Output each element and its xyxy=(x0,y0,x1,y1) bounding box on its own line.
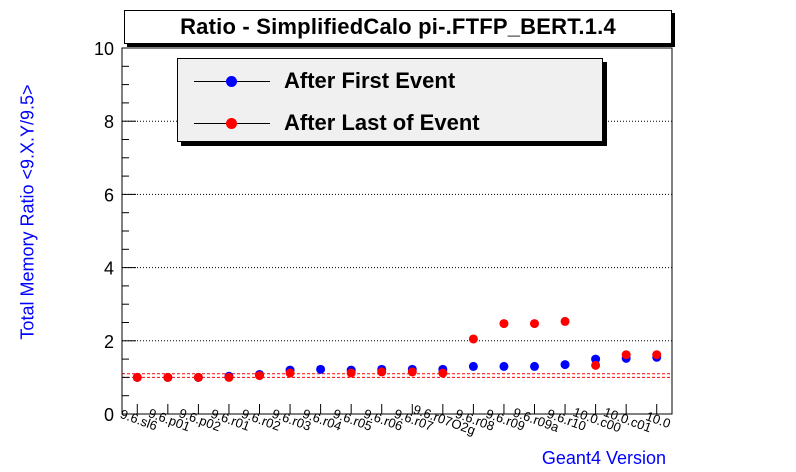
data-point-first-event xyxy=(499,361,509,371)
legend-label: After Last of Event xyxy=(284,110,480,135)
data-point-last-event xyxy=(285,368,295,378)
data-point-last-event xyxy=(530,319,539,329)
y-tick-label: 10 xyxy=(94,39,114,59)
y-tick-label: 0 xyxy=(104,405,114,425)
data-point-first-event xyxy=(316,364,326,374)
data-point-last-event xyxy=(591,360,601,370)
data-point-last-event xyxy=(193,372,203,382)
y-tick-label: 2 xyxy=(104,332,114,352)
data-point-last-event xyxy=(468,334,478,344)
data-point-last-event xyxy=(377,367,387,377)
legend-label: After First Event xyxy=(284,68,456,93)
data-point-last-event xyxy=(163,372,173,382)
data-point-first-event xyxy=(530,361,539,371)
data-point-first-event xyxy=(560,360,570,370)
y-tick-label: 4 xyxy=(104,259,114,279)
chart-title: Ratio - SimplifiedCalo pi-.FTFP_BERT.1.4 xyxy=(180,14,616,39)
chart-title-box: Ratio - SimplifiedCalo pi-.FTFP_BERT.1.4 xyxy=(124,10,672,44)
data-point-last-event xyxy=(438,368,448,378)
legend-entry-last-event: After Last of Event xyxy=(178,103,602,143)
data-point-last-event xyxy=(255,371,264,381)
legend: After First Event After Last of Event xyxy=(177,58,603,142)
grid-lines xyxy=(122,120,672,342)
legend-marker-red xyxy=(226,118,237,129)
x-axis-label: Geant4 Version xyxy=(541,448,666,468)
legend-marker-blue xyxy=(226,76,237,87)
data-point-last-event xyxy=(132,372,142,382)
data-point-last-event xyxy=(652,350,662,360)
data-point-last-event xyxy=(224,372,234,382)
data-point-last-event xyxy=(499,319,509,329)
data-points xyxy=(132,316,662,382)
reference-lines xyxy=(122,373,672,378)
data-point-first-event xyxy=(468,361,478,371)
y-tick-label: 8 xyxy=(104,112,114,132)
y-tick-label: 6 xyxy=(104,185,114,205)
data-point-last-event xyxy=(407,367,417,377)
legend-entry-first-event: After First Event xyxy=(178,61,602,101)
data-point-last-event xyxy=(560,316,570,326)
data-point-last-event xyxy=(621,350,631,360)
x-axis: 9.6.sl69.6.p019.6.p029.6.r019.6.r029.6.r… xyxy=(118,402,672,438)
y-axis: 0 2 4 6 8 10 xyxy=(94,39,136,425)
data-point-last-event xyxy=(346,368,356,378)
data-point-first-event xyxy=(591,354,601,364)
y-axis-label: Total Memory Ratio <9.X.Y/9.5> xyxy=(17,84,38,340)
